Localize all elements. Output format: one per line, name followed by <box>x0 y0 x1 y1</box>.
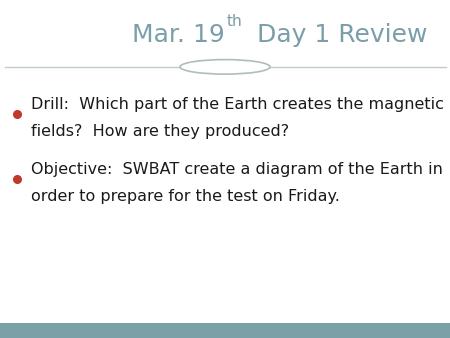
Text: Drill:  Which part of the Earth creates the magnetic: Drill: Which part of the Earth creates t… <box>31 97 444 112</box>
Text: Day 1 Review: Day 1 Review <box>241 23 427 47</box>
Circle shape <box>180 59 270 74</box>
Text: fields?  How are they produced?: fields? How are they produced? <box>31 124 289 139</box>
Text: Objective:  SWBAT create a diagram of the Earth in: Objective: SWBAT create a diagram of the… <box>31 162 442 177</box>
Text: th: th <box>226 14 242 29</box>
Text: order to prepare for the test on Friday.: order to prepare for the test on Friday. <box>31 189 339 203</box>
Bar <box>0 323 450 338</box>
Text: Mar. 19: Mar. 19 <box>132 23 225 47</box>
